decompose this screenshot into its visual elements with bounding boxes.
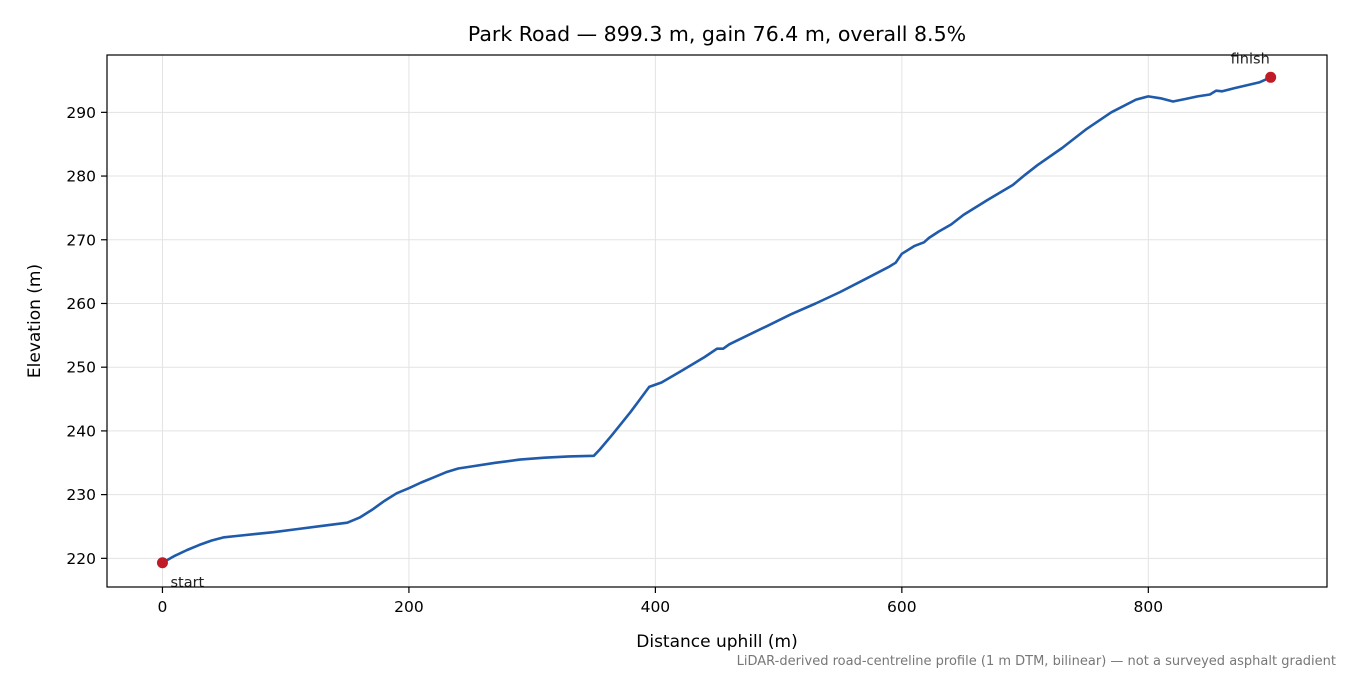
plot-area: start finish	[156, 51, 1277, 591]
x-tick-label: 0	[158, 598, 168, 616]
footnote-note: LiDAR-derived road-centreline profile (1…	[737, 654, 1336, 669]
chart-title: Park Road — 899.3 m, gain 76.4 m, overal…	[468, 22, 966, 46]
x-tick-label: 600	[887, 598, 917, 616]
elevation-line	[161, 76, 1272, 565]
start-label: start	[170, 575, 204, 591]
x-axis-ticks: 0 200 400 600 800	[158, 587, 1164, 616]
y-tick-label: 290	[66, 104, 96, 122]
y-axis-label: Elevation (m)	[25, 264, 45, 378]
x-axis-label: Distance uphill (m)	[636, 632, 797, 652]
finish-marker	[1265, 71, 1277, 83]
y-tick-label: 230	[66, 486, 96, 504]
x-tick-label: 200	[394, 598, 424, 616]
y-tick-label: 280	[66, 168, 96, 186]
grid-lines	[107, 55, 1327, 587]
y-tick-label: 240	[66, 422, 96, 440]
x-tick-label: 800	[1134, 598, 1164, 616]
y-tick-label: 220	[66, 550, 96, 568]
y-tick-label: 270	[66, 231, 96, 249]
x-tick-label: 400	[641, 598, 671, 616]
plot-frame	[106, 54, 1328, 588]
y-tick-label: 250	[66, 359, 96, 377]
start-marker	[156, 557, 168, 569]
y-tick-label: 260	[66, 295, 96, 313]
finish-label: finish	[1231, 51, 1270, 67]
y-axis-ticks: 220 230 240 250 260 270 280 290	[66, 104, 107, 568]
